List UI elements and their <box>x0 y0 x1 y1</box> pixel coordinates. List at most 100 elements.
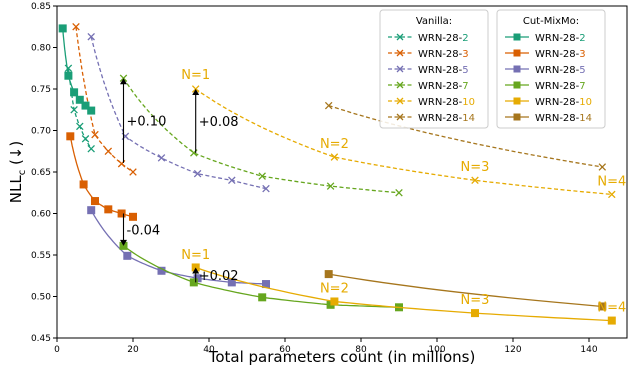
vanilla-point-wrn-28-2 <box>87 145 95 153</box>
vanilla-point-wrn-28-3 <box>104 147 113 156</box>
delta-arrow-head <box>120 239 127 246</box>
legend-label-width: 2 <box>579 33 585 44</box>
x-tick-label: 0 <box>54 345 60 355</box>
legend-label-width: 2 <box>462 33 468 44</box>
x-tick-label: 80 <box>355 345 367 355</box>
y-tick-label: 0.50 <box>31 293 51 303</box>
vanilla-point-wrn-28-5 <box>262 184 270 193</box>
cutmix-legend-label: WRN-28-7 <box>535 81 586 92</box>
legend-label-width: 14 <box>462 113 475 124</box>
vanilla-point-wrn-28-7 <box>326 182 335 190</box>
vanilla-legend-marker <box>396 65 404 73</box>
vanilla-point-wrn-28-14 <box>598 163 607 171</box>
vanilla-legend-marker <box>396 33 404 41</box>
cutmix-point-wrn-28-3 <box>66 132 75 141</box>
vanilla-legend: Vanilla: WRN-28-2 WRN-28- 3 WRN-28- 5 WRN-28-7… <box>379 9 489 129</box>
vanilla-line-wrn-28-5 <box>90 36 267 190</box>
cutmix-legend-label: WRN-28-5 <box>535 65 586 76</box>
plot-area: +0.10 +0.08 -0.04 +0.02 N=1 N=2 N=3 N=4 N=1 N=2 N=… <box>58 22 626 325</box>
plot-inner <box>58 22 616 325</box>
legend-label-width: 3 <box>462 49 468 60</box>
cutmix-point-wrn-28-2 <box>70 88 79 97</box>
delta-annotation-1: +0.08 <box>192 89 239 153</box>
cutmix-point-wrn-28-2 <box>58 24 67 33</box>
vanilla-point-wrn-28-5 <box>157 154 166 162</box>
vanilla-legend-box <box>379 9 489 129</box>
vanilla-point-wrn-28-7 <box>258 172 266 180</box>
cutmix-legend-marker <box>513 65 521 73</box>
vanilla-series-wrn-28-7 <box>119 74 403 197</box>
n-annotation-2: N=3 <box>461 160 490 175</box>
cutmix-legend: Cut-MixMo:WRN-28-2WRN-28-3WRN-28-5WRN-28… <box>496 9 606 129</box>
vanilla-legend-label: WRN-28-10 <box>418 97 475 108</box>
cutmix-point-wrn-28-10 <box>330 297 339 306</box>
n-annotation-3: N=4 <box>597 174 626 189</box>
cutmix-legend-title: Cut-MixMo: <box>523 16 579 27</box>
vanilla-legend-label: WRN-28-7 <box>418 81 469 92</box>
cutmix-series-wrn-28-3 <box>66 132 137 221</box>
cutmix-point-wrn-28-3 <box>79 180 88 189</box>
legend-label-width: 7 <box>579 81 585 92</box>
vanilla-point-wrn-28-14 <box>324 101 333 110</box>
cutmix-line-wrn-28-5 <box>90 209 267 285</box>
cutmix-point-wrn-28-7 <box>258 293 267 302</box>
y-tick-label: 0.65 <box>31 168 51 178</box>
n-annotation-4: N=1 <box>181 248 210 263</box>
cutmix-line-wrn-28-14 <box>328 273 603 308</box>
vanilla-legend-marker <box>396 113 404 121</box>
cutmix-point-wrn-28-10 <box>471 309 479 318</box>
cutmix-legend-label: WRN-28-14 <box>535 113 592 124</box>
vanilla-point-wrn-28-3 <box>72 22 80 31</box>
cutmix-legend-label: WRN-28-3 <box>535 49 586 60</box>
cutmix-point-wrn-28-5 <box>262 280 270 289</box>
y-tick-label: 0.45 <box>31 334 51 344</box>
vanilla-legend-title: Vanilla: <box>416 16 452 27</box>
cutmix-point-wrn-28-5 <box>123 251 132 260</box>
y-tick-label: 0.55 <box>31 251 51 261</box>
legend-label-prefix: WRN-28- <box>535 33 580 44</box>
n-annotation-7: N=4 <box>597 300 626 315</box>
vanilla-legend-label: WRN-28-2 <box>418 33 469 44</box>
cutmix-series-wrn-28-7 <box>119 241 403 312</box>
vanilla-series-wrn-28-3 <box>72 22 137 176</box>
cutmix-point-wrn-28-2 <box>81 101 90 110</box>
vanilla-point-wrn-28-10 <box>330 153 339 161</box>
axes: 0 20 40 60 80 100 120 140 0.45 0.50 0.55 0.60 0.65 0.… <box>7 2 628 366</box>
cutmix-legend-marker <box>513 97 521 105</box>
delta-annotation-2: -0.04 <box>120 213 160 246</box>
x-tick-label: 20 <box>127 345 139 355</box>
cutmix-series-wrn-28-14 <box>324 270 607 311</box>
vanilla-line-wrn-28-14 <box>328 104 603 168</box>
x-tick-label: 60 <box>279 345 291 355</box>
vanilla-series-wrn-28-5 <box>87 32 270 193</box>
x-tick-label: 140 <box>580 345 597 355</box>
cutmix-point-wrn-28-2 <box>87 106 96 115</box>
vanilla-point-wrn-28-5 <box>228 176 236 185</box>
cutmix-point-wrn-28-14 <box>598 302 607 311</box>
delta-label: +0.02 <box>199 269 239 284</box>
vanilla-point-wrn-28-3 <box>129 168 137 176</box>
legend-label-prefix: WRN-28- <box>418 81 463 92</box>
cutmix-legend-marker <box>513 49 521 57</box>
delta-arrow-head <box>120 78 127 85</box>
vanilla-point-wrn-28-5 <box>87 32 95 41</box>
vanilla-legend-marker <box>396 81 404 89</box>
x-tick-label: 40 <box>203 345 215 355</box>
vanilla-point-wrn-28-10 <box>471 176 479 185</box>
cutmix-legend-box <box>496 9 606 129</box>
vanilla-point-wrn-28-10 <box>608 190 616 199</box>
legend-label-width: 5 <box>462 65 468 76</box>
vanilla-point-wrn-28-7 <box>395 188 403 197</box>
legend-label-prefix: WRN-28- <box>535 49 580 60</box>
cutmix-point-wrn-28-10 <box>607 316 616 325</box>
cutmix-legend-marker <box>513 33 521 41</box>
legend-label-prefix: WRN-28- <box>418 113 463 124</box>
vanilla-series-wrn-28-14 <box>324 101 607 171</box>
y-axis-label-subscript: c <box>17 170 28 176</box>
y-tick-label: 0.60 <box>31 210 51 220</box>
delta-label: +0.08 <box>199 115 239 130</box>
n-annotation-0: N=1 <box>181 68 210 83</box>
n-annotation-1: N=2 <box>320 137 349 152</box>
cutmix-legend-label: WRN-28-10 <box>535 97 592 108</box>
